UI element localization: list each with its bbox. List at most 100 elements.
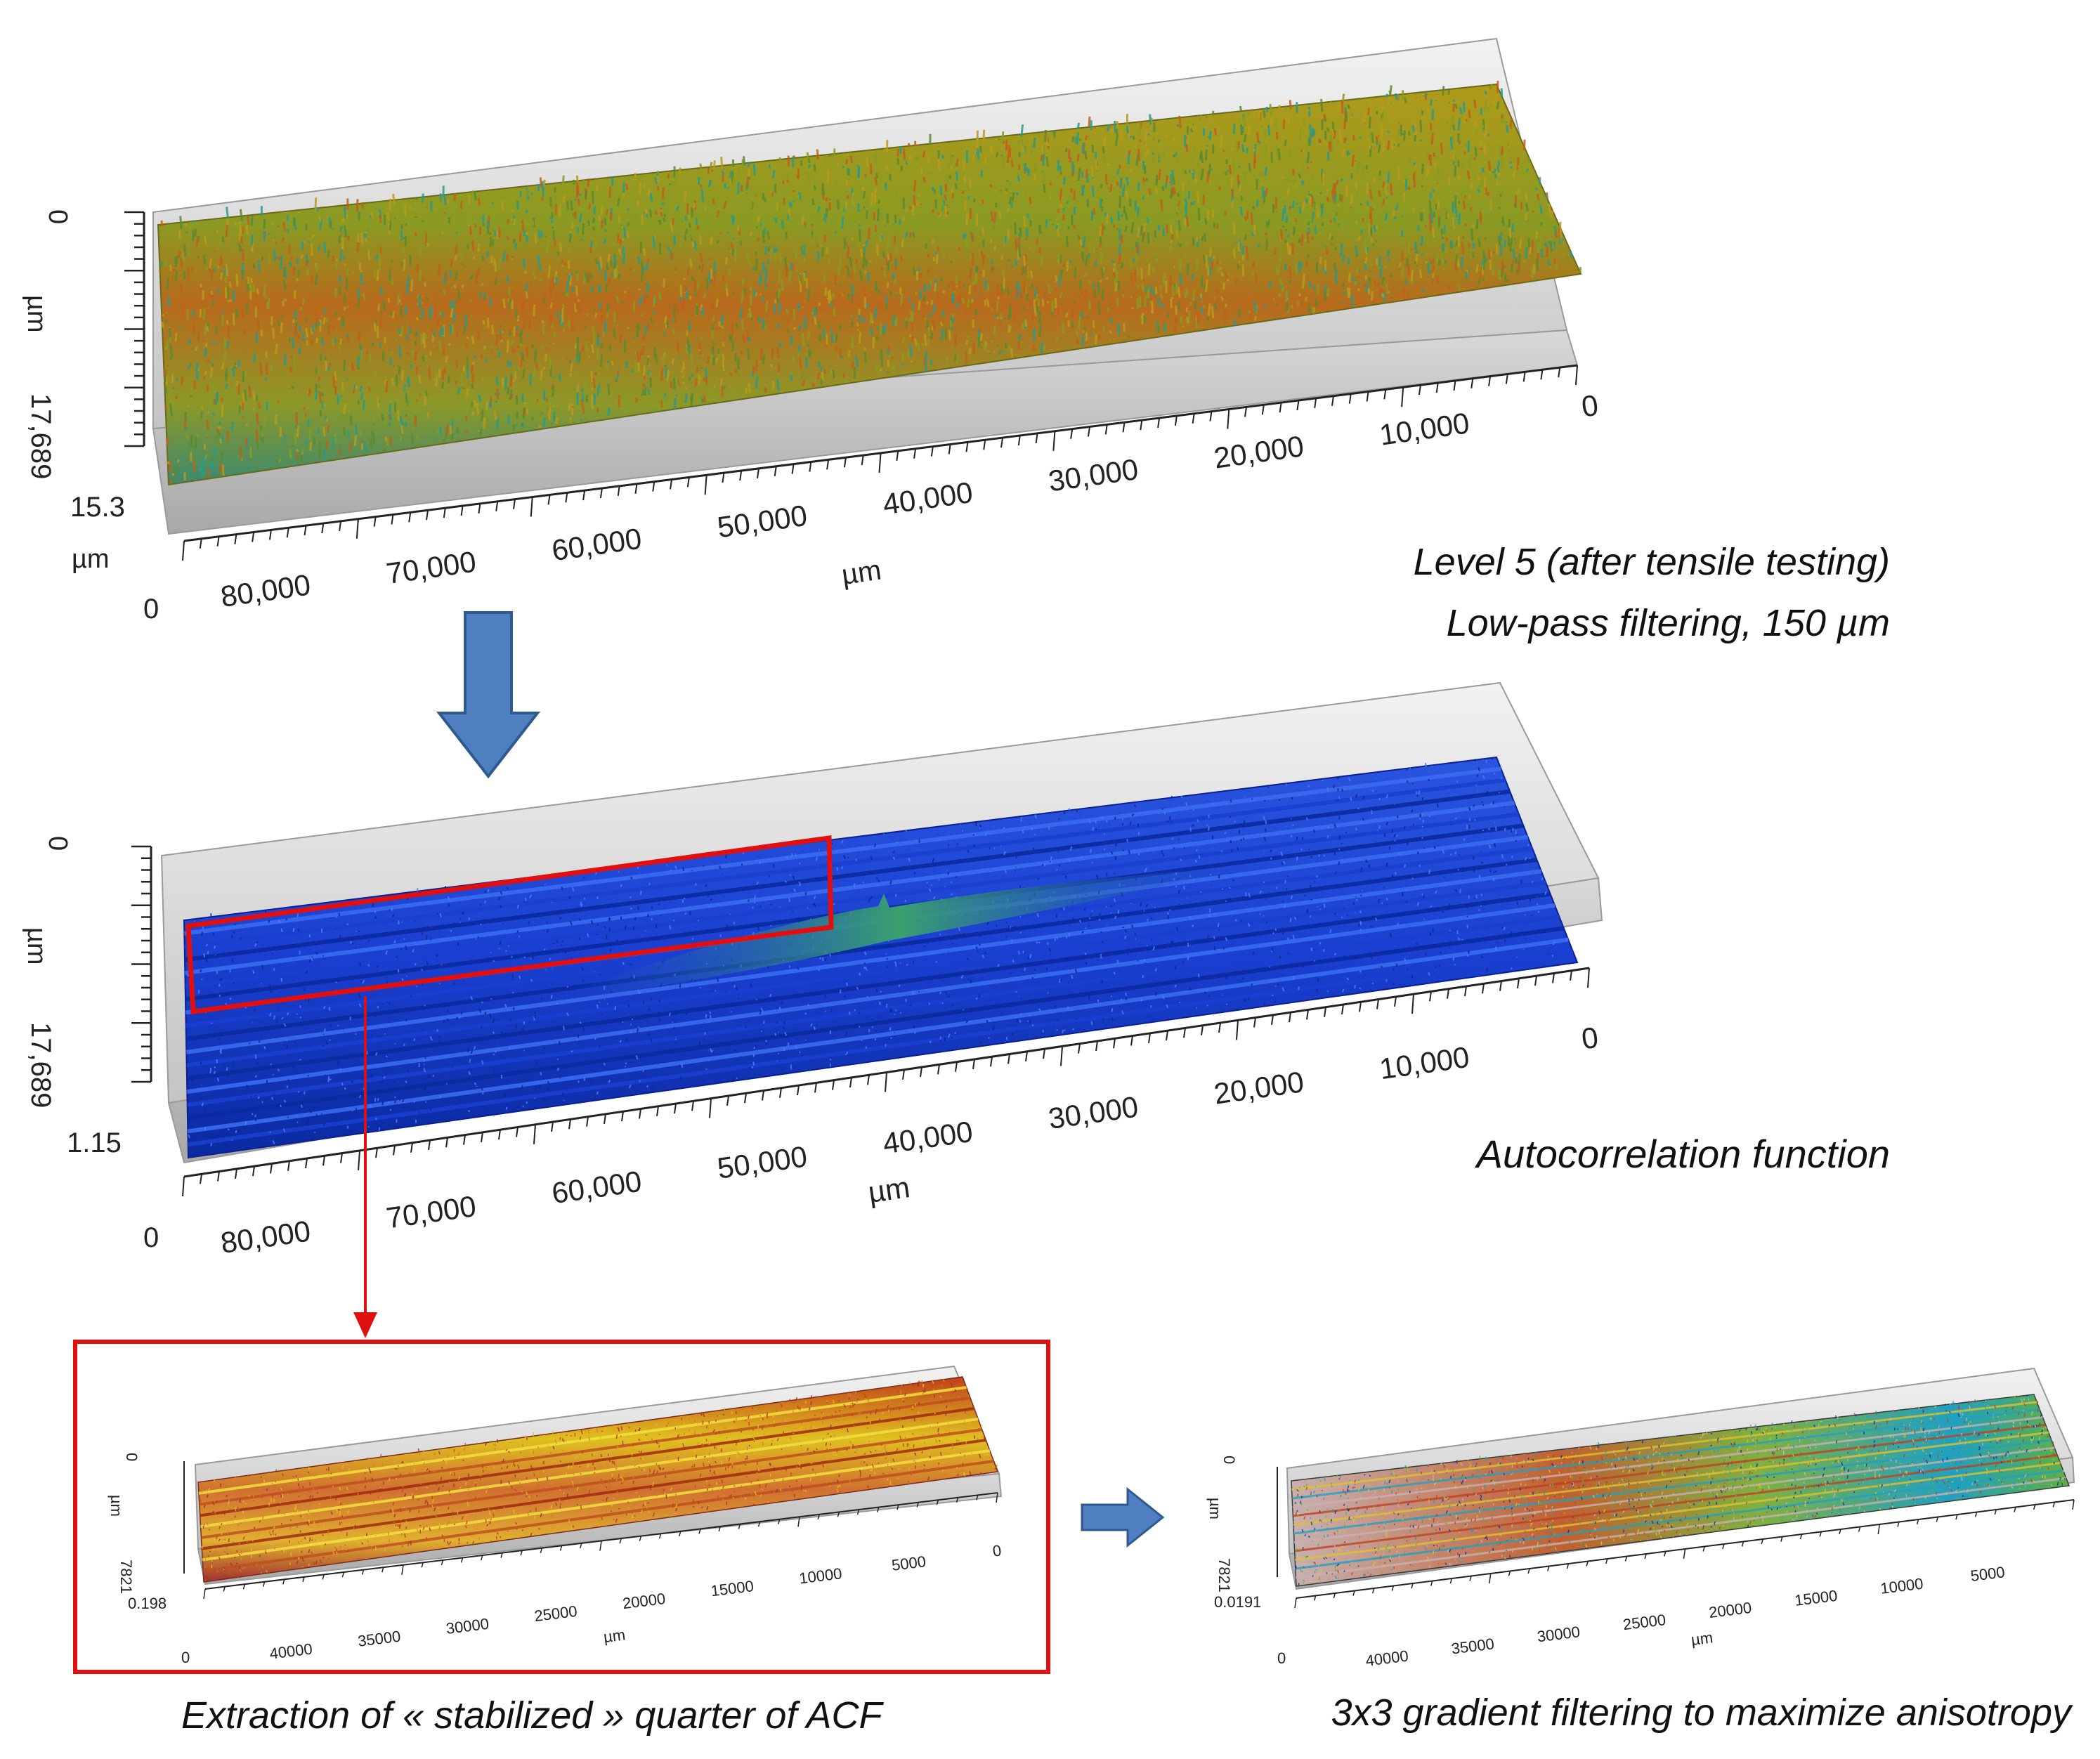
surface-texture-stroke <box>440 329 443 332</box>
surface-texture-stroke <box>1333 217 1336 222</box>
surface-texture-stroke <box>1162 273 1166 286</box>
surface-texture-stroke <box>663 278 666 288</box>
surface-texture-stroke <box>712 357 716 366</box>
x-tick-label: 80,000 <box>219 568 313 613</box>
surface-texture-stroke <box>634 173 637 178</box>
surface-texture-stroke <box>487 889 490 893</box>
surface-texture-stroke <box>672 328 676 335</box>
surface-texture-stroke <box>887 360 890 367</box>
surface-texture-stroke <box>575 273 580 281</box>
surface-texture-stroke <box>613 329 616 339</box>
surface-texture-stroke <box>1175 230 1179 239</box>
surface-texture-stroke <box>1014 259 1018 266</box>
surface-texture-stroke <box>451 324 455 334</box>
surface-texture-stroke <box>1380 126 1383 140</box>
surface-texture-stroke <box>833 148 836 158</box>
surface-texture-stroke <box>885 190 888 202</box>
surface-texture-stroke <box>910 360 913 363</box>
surface-texture-stroke <box>999 313 1003 320</box>
surface-texture-stroke <box>431 329 435 335</box>
surface-texture-stroke <box>1460 256 1464 268</box>
x-tick-label: 60,000 <box>549 522 644 567</box>
surface-texture-stroke <box>1507 235 1511 247</box>
surface-texture-stroke <box>675 205 679 211</box>
surface-texture-stroke <box>558 204 562 217</box>
surface-texture-stroke <box>1284 880 1286 884</box>
surface-texture-stroke <box>1200 150 1204 163</box>
surface-texture-stroke <box>866 995 869 998</box>
surface-texture-stroke <box>979 146 983 153</box>
surface-texture-stroke <box>626 231 630 239</box>
surface-texture-stroke <box>1256 131 1260 143</box>
surface-texture-stroke <box>1488 844 1492 849</box>
surface-texture-stroke <box>339 275 342 284</box>
surface-texture-stroke <box>1177 242 1180 246</box>
surface-texture-stroke <box>1071 321 1074 328</box>
surface-texture-stroke <box>1305 197 1309 204</box>
surface-texture-stroke <box>171 473 175 476</box>
surface-texture-stroke <box>634 216 637 218</box>
surface-texture-stroke <box>964 233 967 237</box>
surface-texture-stroke <box>1461 242 1465 255</box>
surface-texture-stroke <box>171 386 176 390</box>
surface-texture-stroke <box>1175 318 1179 324</box>
surface-texture-stroke <box>494 262 497 272</box>
surface-texture-stroke <box>1143 143 1147 149</box>
x-tick <box>391 514 394 525</box>
surface-texture-stroke <box>353 434 358 446</box>
surface-texture-stroke <box>1388 85 1393 96</box>
surface-texture-stroke <box>681 899 684 903</box>
surface-texture-stroke <box>511 955 514 959</box>
surface-texture-stroke <box>469 339 471 342</box>
surface-texture-stroke <box>1326 196 1330 202</box>
surface-texture-stroke <box>296 426 299 438</box>
surface-texture-stroke <box>936 291 939 299</box>
surface-texture-stroke <box>1191 170 1194 174</box>
surface-texture-stroke <box>1073 224 1076 229</box>
surface-texture-stroke <box>1377 145 1381 153</box>
surface-texture-stroke <box>1158 169 1162 181</box>
surface-texture-stroke <box>1289 207 1292 211</box>
surface-texture-stroke <box>1416 851 1419 855</box>
surface-texture-stroke <box>625 360 629 369</box>
surface-texture-stroke <box>182 315 185 318</box>
surface-texture-stroke <box>229 998 232 1000</box>
surface-texture-stroke <box>539 209 542 221</box>
surface-texture-stroke <box>1220 136 1223 148</box>
surface-texture-stroke <box>529 393 533 403</box>
surface-texture-stroke <box>368 437 370 440</box>
surface-texture-stroke <box>721 171 725 175</box>
surface-texture-stroke <box>1477 176 1480 181</box>
surface-texture-stroke <box>1066 200 1069 204</box>
surface-texture-stroke <box>471 361 475 365</box>
surface-texture-stroke <box>1099 225 1102 237</box>
surface-texture-stroke <box>731 387 733 398</box>
surface-texture-stroke <box>1191 157 1195 162</box>
surface-texture-stroke <box>1454 817 1457 820</box>
surface-texture-stroke <box>1071 974 1074 979</box>
x-tick <box>1157 417 1161 429</box>
surface-texture-stroke <box>521 220 525 231</box>
surface-texture-stroke <box>548 357 552 370</box>
surface-texture-stroke <box>280 255 283 267</box>
surface-texture-stroke <box>248 385 252 398</box>
surface-texture-stroke <box>1444 248 1448 254</box>
surface-texture-stroke <box>523 270 527 274</box>
surface-texture-stroke <box>1315 204 1319 209</box>
surface-texture-stroke <box>991 266 995 271</box>
surface-texture-stroke <box>952 282 956 290</box>
surface-texture-stroke <box>311 340 314 346</box>
surface-texture-stroke <box>1366 235 1369 248</box>
surface-texture-stroke <box>1298 261 1301 273</box>
surface-texture-stroke <box>1129 135 1133 139</box>
surface-texture-stroke <box>716 210 720 218</box>
surface-texture-stroke <box>774 299 777 304</box>
surface-texture-stroke <box>808 164 811 169</box>
surface-texture-stroke <box>339 371 342 374</box>
surface-texture-stroke <box>204 323 207 336</box>
surface-texture-stroke <box>927 327 930 330</box>
surface-texture-stroke <box>907 143 911 148</box>
panel-1-y-zero-label: 0 <box>143 594 159 625</box>
x-tick <box>1174 415 1178 426</box>
surface-texture-stroke <box>1387 259 1390 261</box>
